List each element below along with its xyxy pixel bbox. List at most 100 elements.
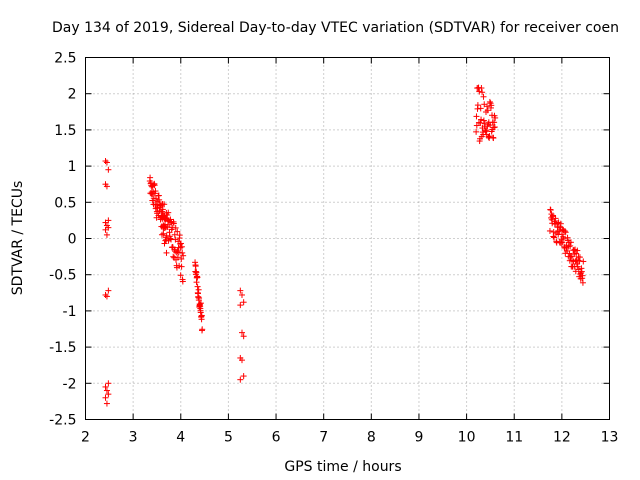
x-tick-label: 7 xyxy=(319,430,328,446)
tick-layer: 2 3 4 5 6 7 8 9 10 11 12 13 -2.5 -2 -1.5 -1 -0.5 0 0.5 1 1.5… xyxy=(49,51,618,446)
data-point xyxy=(170,253,177,260)
marks-layer xyxy=(102,84,587,407)
data-point xyxy=(579,272,586,279)
data-point xyxy=(160,230,167,237)
x-tick-label: 2 xyxy=(81,430,90,446)
data-point xyxy=(237,287,244,294)
data-point xyxy=(105,391,112,398)
data-point xyxy=(551,234,558,241)
data-point xyxy=(178,243,185,250)
grid-layer xyxy=(85,57,610,420)
data-point xyxy=(102,291,109,298)
data-point xyxy=(567,239,574,246)
data-point xyxy=(177,272,184,279)
data-point xyxy=(474,102,481,109)
data-point xyxy=(486,133,493,140)
data-point xyxy=(197,300,204,307)
data-point xyxy=(178,263,185,270)
data-point xyxy=(577,275,584,282)
data-point xyxy=(167,235,174,242)
data-point xyxy=(165,209,172,216)
data-point xyxy=(485,133,492,140)
data-point xyxy=(156,196,163,203)
data-point xyxy=(558,231,565,238)
chart-title: Day 134 of 2019, Sidereal Day-to-day VTE… xyxy=(52,20,619,36)
data-point xyxy=(547,206,554,213)
data-point xyxy=(238,329,245,336)
data-point xyxy=(103,387,110,394)
data-point xyxy=(147,174,154,181)
data-point xyxy=(580,258,587,265)
data-point xyxy=(170,220,177,227)
data-point xyxy=(193,269,200,276)
data-point xyxy=(574,247,581,254)
data-point xyxy=(486,98,493,105)
data-point xyxy=(178,256,185,263)
y-tick-label: -1.5 xyxy=(49,340,76,356)
data-point xyxy=(473,128,480,135)
data-point xyxy=(491,124,498,131)
data-point xyxy=(195,286,202,293)
x-axis-label: GPS time / hours xyxy=(284,459,401,475)
data-point xyxy=(491,119,498,126)
data-point xyxy=(480,117,487,124)
y-tick-label: 2.5 xyxy=(54,51,76,67)
data-point xyxy=(102,158,109,165)
data-point xyxy=(240,373,247,380)
data-point xyxy=(174,254,181,261)
data-point xyxy=(102,383,109,390)
x-tick-label: 9 xyxy=(414,430,423,446)
y-tick-label: 2 xyxy=(68,87,77,103)
data-point xyxy=(161,240,168,247)
data-point xyxy=(105,380,112,387)
data-point xyxy=(238,357,245,364)
y-axis-label: SDTVAR / TECUs xyxy=(10,181,26,296)
y-tick-label: 0.5 xyxy=(54,195,76,211)
data-point xyxy=(103,400,110,407)
x-tick-label: 4 xyxy=(176,430,185,446)
data-point xyxy=(102,226,109,233)
data-point xyxy=(103,159,110,166)
data-point xyxy=(567,254,574,261)
y-tick-label: -2.5 xyxy=(49,413,76,429)
data-point xyxy=(105,287,112,294)
x-tick-label: 5 xyxy=(224,430,233,446)
x-tick-label: 11 xyxy=(505,430,523,446)
plot-frame xyxy=(85,57,610,420)
data-point xyxy=(561,228,568,235)
y-tick-label: 1 xyxy=(68,159,77,175)
data-point xyxy=(177,240,184,247)
x-tick-label: 13 xyxy=(601,430,619,446)
data-point xyxy=(105,166,112,173)
data-point xyxy=(548,211,555,218)
data-point xyxy=(479,89,486,96)
data-point xyxy=(492,114,499,121)
data-point xyxy=(159,206,166,213)
x-tick-label: 3 xyxy=(129,430,138,446)
data-point xyxy=(238,291,245,298)
data-point xyxy=(152,188,159,195)
data-point xyxy=(477,105,484,112)
data-point xyxy=(103,183,110,190)
data-point xyxy=(477,120,484,127)
data-point xyxy=(484,103,491,110)
data-point xyxy=(240,333,247,340)
data-point xyxy=(194,274,201,281)
data-point xyxy=(478,116,485,123)
data-point xyxy=(480,93,487,100)
data-point xyxy=(573,261,580,268)
data-point xyxy=(192,263,199,270)
data-point xyxy=(194,283,201,290)
data-point xyxy=(237,302,244,309)
data-point xyxy=(484,107,491,114)
data-point xyxy=(180,252,187,259)
y-tick-label: -1 xyxy=(63,304,77,320)
data-point xyxy=(549,212,556,219)
data-point xyxy=(556,227,563,234)
data-point xyxy=(176,232,183,239)
x-tick-label: 8 xyxy=(367,430,376,446)
data-point xyxy=(473,113,480,120)
data-point xyxy=(576,254,583,261)
data-point xyxy=(562,229,569,236)
data-point xyxy=(559,239,566,246)
